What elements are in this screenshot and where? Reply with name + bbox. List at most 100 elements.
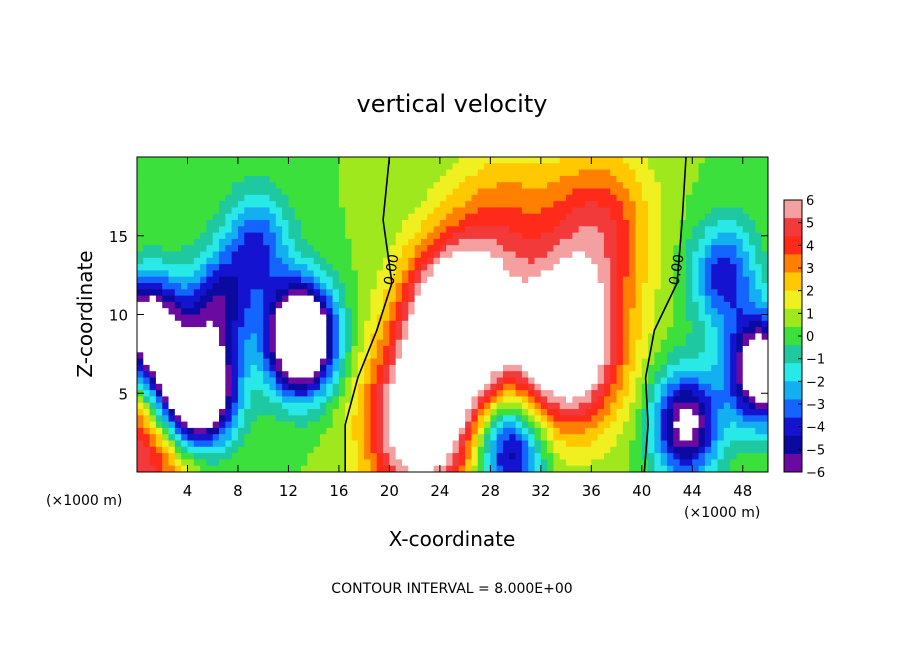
field-cell <box>155 320 163 328</box>
field-cell <box>692 194 700 202</box>
field-cell <box>250 364 258 372</box>
field-cell <box>736 270 744 278</box>
field-cell <box>288 301 296 309</box>
field-cell <box>559 163 567 171</box>
field-cell <box>149 276 157 284</box>
field-cell <box>446 396 454 404</box>
field-cell <box>553 264 561 271</box>
field-cell <box>566 220 573 227</box>
field-cell <box>635 270 643 278</box>
field-cell <box>155 440 163 448</box>
field-cell <box>711 453 719 460</box>
field-cell <box>433 402 441 410</box>
field-cell <box>282 465 290 472</box>
field-cell <box>736 232 744 240</box>
field-cell <box>439 440 447 448</box>
field-cell <box>433 283 441 290</box>
field-cell <box>237 283 245 290</box>
field-cell <box>603 314 611 322</box>
field-cell <box>484 327 491 334</box>
field-cell <box>547 188 555 196</box>
field-cell <box>660 283 668 290</box>
field-cell <box>383 314 390 322</box>
field-cell <box>187 352 195 360</box>
field-cell <box>332 440 340 448</box>
field-cell <box>509 358 517 366</box>
field-cell <box>515 427 523 435</box>
field-cell <box>509 163 517 171</box>
field-cell <box>307 377 315 385</box>
field-cell <box>370 220 378 227</box>
field-cell <box>515 188 523 196</box>
field-cell <box>212 175 220 183</box>
field-cell <box>698 301 706 309</box>
field-cell <box>553 182 561 190</box>
field-cell <box>338 283 346 290</box>
field-cell <box>357 415 365 423</box>
field-cell <box>143 396 151 404</box>
field-cell <box>446 270 454 278</box>
field-cell <box>521 238 529 246</box>
field-cell <box>622 283 630 290</box>
field-cell <box>622 320 630 328</box>
field-cell <box>364 327 372 334</box>
field-cell <box>761 257 768 265</box>
field-cell <box>395 182 403 190</box>
field-cell <box>187 283 195 290</box>
field-cell <box>282 283 290 290</box>
field-cell <box>597 207 605 215</box>
field-cell <box>307 409 315 416</box>
field-cell <box>761 289 768 297</box>
field-cell <box>603 251 611 259</box>
field-cell <box>528 270 536 278</box>
field-cell <box>244 453 252 460</box>
field-cell <box>395 220 403 227</box>
field-cell <box>521 320 529 328</box>
field-cell <box>263 182 271 190</box>
field-cell <box>730 421 738 429</box>
field-cell <box>301 270 308 278</box>
field-cell <box>420 327 428 334</box>
field-cell <box>534 220 542 227</box>
field-cell <box>578 314 586 322</box>
field-cell <box>616 364 624 372</box>
field-cell <box>256 245 264 253</box>
field-cell <box>679 364 687 372</box>
field-cell <box>635 421 643 429</box>
field-cell <box>509 194 517 202</box>
field-cell <box>162 390 170 397</box>
field-cell <box>742 188 750 196</box>
field-cell <box>490 390 498 397</box>
field-cell <box>603 320 611 328</box>
field-cell <box>484 289 491 297</box>
field-cell <box>244 352 252 360</box>
field-cell <box>572 220 580 227</box>
field-cell <box>534 182 542 190</box>
field-cell <box>730 245 738 253</box>
field-cell <box>465 194 473 202</box>
field-cell <box>528 245 536 253</box>
field-cell <box>654 213 662 221</box>
field-cell <box>755 333 763 341</box>
field-cell <box>395 175 403 183</box>
field-cell <box>490 459 498 467</box>
field-cell <box>591 339 599 347</box>
field-cell <box>364 453 372 460</box>
field-cell <box>547 346 555 353</box>
field-cell <box>654 440 662 448</box>
field-cell <box>294 465 302 472</box>
field-cell <box>528 295 536 303</box>
field-cell <box>187 175 195 183</box>
field-cell <box>496 371 504 379</box>
field-cell <box>433 276 441 284</box>
field-cell <box>635 175 643 183</box>
field-cell <box>269 213 277 221</box>
field-cell <box>137 245 144 253</box>
field-cell <box>174 308 182 316</box>
field-cell <box>402 421 409 429</box>
field-cell <box>629 232 637 240</box>
field-cell <box>193 226 201 234</box>
field-cell <box>471 383 479 391</box>
field-cell <box>402 238 409 246</box>
field-cell <box>736 157 744 164</box>
